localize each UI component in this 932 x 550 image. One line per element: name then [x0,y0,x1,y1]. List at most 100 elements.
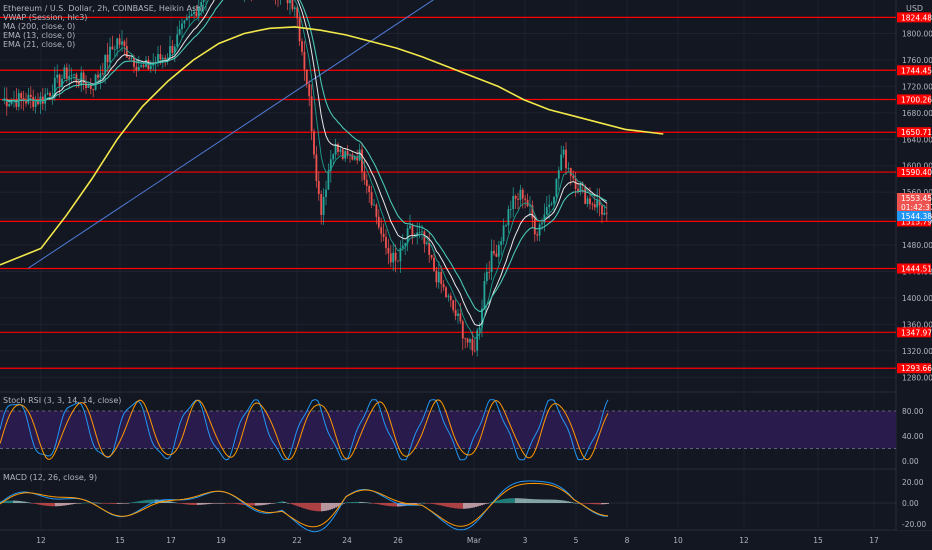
price-tag-label: 01:42:37 [901,203,932,212]
macd-histogram-bar [397,503,399,507]
candle-body [447,295,450,297]
macd-histogram-bar [247,503,249,506]
macd-histogram-bar [87,502,89,504]
macd-tick-label: -20.00 [902,520,926,529]
candle-body [56,74,59,78]
time-tick-label: 26 [393,536,403,545]
candle-body [339,149,342,152]
candle-body [200,1,203,7]
horizontal-levels [0,16,896,369]
ma200-line [0,26,664,266]
macd-histogram-bar [101,503,103,504]
macd-histogram-bar [77,503,79,504]
macd-histogram-bar [147,499,149,503]
macd-histogram-bar [59,503,61,507]
candle-body [536,234,539,236]
macd-histogram-bar [195,503,197,505]
candle-body [341,149,344,159]
candle-body [363,171,366,180]
candle-body [404,243,407,246]
candle-body [34,99,37,107]
macd-histogram-bar [345,502,347,504]
indicator-ema21[interactable]: EMA (21, close, 0) [3,40,76,49]
symbol-title[interactable]: Ethereum / U.S. Dollar, 2h, COINBASE, He… [3,4,204,13]
candle-body [473,350,476,352]
indicator-ema13[interactable]: EMA (13, close, 0) [3,31,76,40]
indicator-vwap[interactable]: VWAP (Session, hlc3) [3,13,88,22]
candle-body [332,154,335,160]
macd-histogram-bar [253,503,255,506]
candle-body [140,65,143,67]
macd-histogram-bar [261,503,263,506]
macd-histogram-bar [53,503,55,507]
stoch-rsi-pane [0,399,896,461]
macd-histogram-bar [31,503,33,504]
macd-histogram-bar [219,503,221,504]
macd-histogram-bar [233,503,235,504]
macd-histogram-bar [327,503,329,511]
macd-histogram-bar [427,503,429,504]
macd-histogram-bar [129,502,131,504]
level-tag [897,12,931,23]
macd-histogram-bar [263,503,265,505]
stoch-rsi-label[interactable]: Stoch RSI (3, 3, 14, 14, close) [3,396,122,405]
macd-histogram-bar [231,503,233,504]
macd-histogram-bar [607,503,609,504]
macd-histogram-bar [305,503,307,509]
candle-body [291,0,294,10]
candle-body [382,233,385,237]
macd-histogram-bar [293,503,295,505]
macd-histogram-bar [473,503,475,508]
candle-body [49,92,51,96]
candle-body [437,271,440,283]
candle-body [380,227,383,234]
macd-histogram-bar [595,503,597,505]
candle-body [569,168,572,177]
candle-body [185,17,188,21]
macd-histogram-bar [51,503,53,507]
candle-body [370,192,373,206]
macd-histogram-bar [477,503,479,507]
candle-body [334,144,337,155]
macd-histogram-bar [347,502,349,503]
level-tag [897,94,931,105]
macd-histogram-bar [555,499,557,503]
macd-histogram-bar [421,502,423,504]
candle-body [538,224,541,236]
indicator-ma200[interactable]: MA (200, close, 0) [3,22,76,31]
time-axis: 12 15 17 19 22 24 26 Mar 3 5 8 10 12 15 17 [36,536,879,545]
candle-body [445,287,447,297]
macd-histogram-bar [209,503,211,504]
macd-histogram-bar [13,500,15,503]
macd-histogram-bar [65,503,67,506]
macd-histogram-bar [463,503,465,509]
candle-body [385,236,387,248]
macd-histogram-bar [73,503,75,505]
time-tick-label: 10 [673,536,683,545]
candle-body [418,232,421,234]
macd-histogram-bar [81,502,83,504]
macd-histogram-bar [587,503,589,504]
macd-histogram-bar [239,503,241,505]
macd-histogram-bar [417,503,419,504]
macd-histogram-bar [525,498,527,503]
candle-body [183,20,186,24]
macd-histogram-bar [207,503,209,505]
currency-label[interactable]: USD [906,4,924,13]
candle-body [99,73,102,78]
macd-histogram-bar [151,499,153,503]
candle-body [337,144,339,152]
macd-histogram-bar [199,503,201,505]
candle-body [457,313,459,316]
macd-histogram-bar [387,503,389,506]
level-tag-label: 1293.66 [901,364,932,373]
time-tick-label: 17 [166,536,176,545]
macd-histogram-bar [269,503,271,504]
macd-label[interactable]: MACD (12, 26, close, 9) [3,473,98,482]
time-tick-label: 15 [813,536,823,545]
candle-body [327,170,330,190]
candle-body [164,57,167,60]
macd-histogram-bar [97,502,99,504]
candle-body [73,74,75,76]
